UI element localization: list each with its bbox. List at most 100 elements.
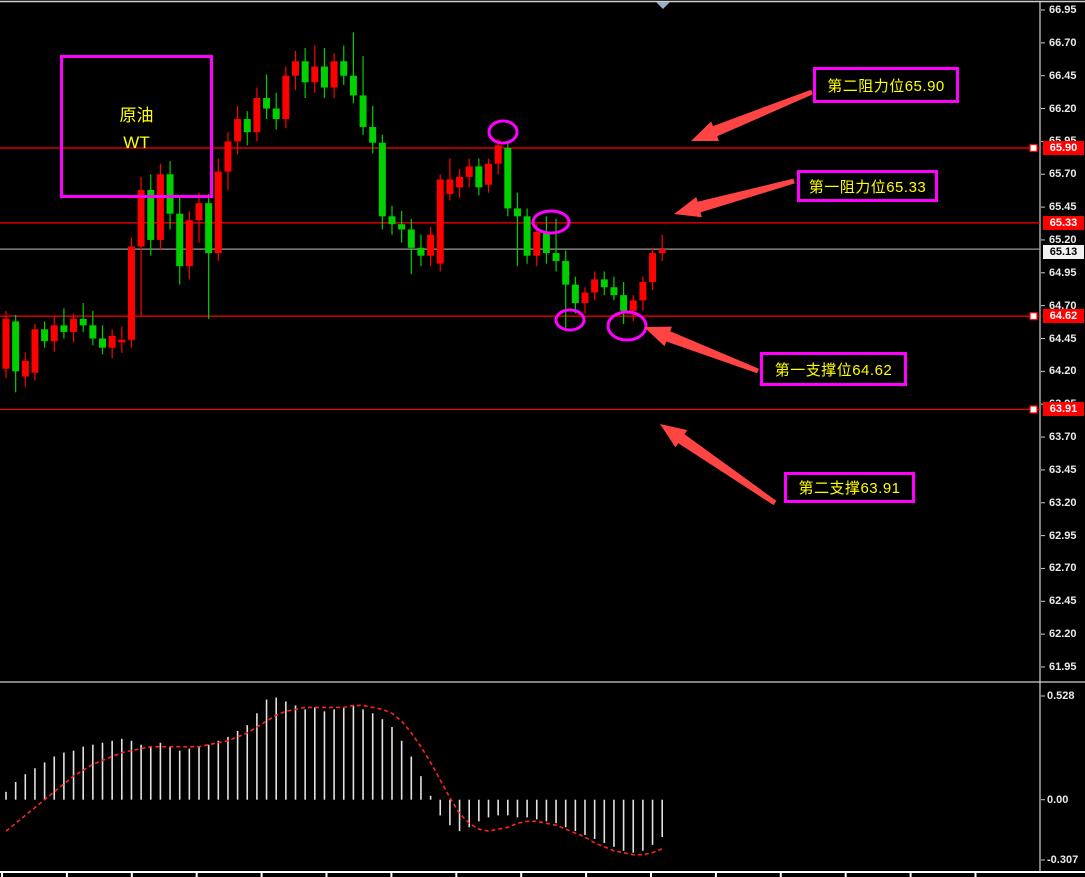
candle-body: [224, 141, 232, 172]
candle-body: [292, 61, 299, 76]
candle-body: [620, 295, 628, 311]
highlight-ellipse[interactable]: [554, 308, 586, 332]
price-tick-label: 65.20: [1049, 233, 1077, 246]
candle-body: [282, 75, 290, 120]
candle-body: [562, 260, 570, 285]
candle-body: [571, 284, 579, 304]
candle-body: [417, 247, 425, 256]
price-tick-label: 62.95: [1049, 529, 1077, 542]
candle-body: [108, 335, 116, 348]
candle-body: [359, 95, 367, 127]
candle-body: [2, 318, 10, 369]
candle-body: [99, 338, 106, 348]
candle-body: [639, 281, 647, 301]
price-tick-label: 64.45: [1049, 332, 1077, 345]
highlight-ellipse[interactable]: [606, 310, 648, 342]
price-tick-label: 63.70: [1049, 431, 1077, 444]
level-line-handle[interactable]: [1029, 312, 1038, 321]
price-tick-label: 66.95: [1049, 4, 1077, 16]
price-tick-label: 66.20: [1049, 102, 1077, 115]
macd-signal-line: [5, 704, 663, 856]
price-tick-label: 65.45: [1049, 201, 1077, 214]
callout-resistance-2[interactable]: 第二阻力位65.90: [813, 67, 959, 103]
candle-body: [369, 126, 377, 143]
candle-body: [475, 166, 483, 188]
candle-body: [31, 329, 39, 373]
price-tick-label: 61.95: [1049, 661, 1077, 673]
candle-body: [214, 171, 222, 254]
level-line-handle[interactable]: [1029, 143, 1038, 153]
highlight-ellipse[interactable]: [531, 209, 571, 235]
candle-body: [21, 360, 29, 377]
price-tick-label: 64.20: [1049, 365, 1077, 378]
symbol-annotation-box[interactable]: 原油 WT: [60, 55, 213, 198]
annotation-arrow-sup2[interactable]: [660, 424, 777, 506]
callout-resistance-1[interactable]: 第一阻力位65.33: [797, 170, 938, 202]
indicator-tick-label: 0.00: [1047, 793, 1069, 806]
candle-body: [137, 190, 145, 247]
annotation-arrow-res1[interactable]: [674, 178, 795, 218]
callout-resistance-1-label: 第一阻力位65.33: [808, 178, 927, 196]
annotation-arrow-sup1[interactable]: [644, 326, 759, 374]
candle-body: [156, 174, 164, 240]
candle-body: [263, 98, 271, 109]
candle-body: [378, 142, 386, 217]
price-tick-label: 64.70: [1049, 299, 1077, 312]
candle-body: [581, 292, 589, 304]
callout-resistance-2-label: 第二阻力位65.90: [827, 77, 945, 95]
callout-support-1[interactable]: 第一支撑位64.62: [760, 352, 907, 386]
current-bar-marker-triangle: [656, 2, 670, 9]
annotation-arrow-res2[interactable]: [691, 89, 813, 141]
candle-body: [349, 75, 357, 96]
candle-body: [176, 213, 184, 267]
candle-body: [456, 176, 464, 188]
candle-body: [60, 325, 68, 332]
candle-body: [388, 216, 396, 225]
candle-body: [427, 234, 435, 256]
candle-body: [41, 329, 49, 342]
indicator-tick-label: 0.528: [1047, 690, 1075, 702]
current-price-axis-flag: 65.13: [1043, 245, 1084, 260]
candle-body: [658, 249, 666, 254]
symbol-name: 原油: [119, 105, 154, 125]
candle-body: [12, 321, 20, 372]
candle-body: [591, 279, 599, 293]
candle-body: [552, 253, 560, 261]
candle-body: [243, 119, 251, 133]
candle-body: [70, 318, 78, 332]
candle-body: [166, 174, 174, 214]
callout-support-2[interactable]: 第二支撑63.91: [784, 472, 915, 503]
price-tick-label: 65.70: [1049, 168, 1077, 181]
level-axis-flag-resistance-1: 65.33: [1043, 215, 1084, 230]
candle-body: [311, 66, 319, 83]
candle-body: [195, 203, 203, 221]
indicator-tick-label: -0.307: [1047, 854, 1079, 866]
candle-body: [89, 325, 97, 339]
candle-body: [465, 166, 473, 177]
candle-body: [79, 318, 87, 326]
candle-body: [147, 190, 155, 240]
level-axis-flag-support-2: 63.91: [1043, 402, 1084, 417]
candle-body: [446, 179, 454, 194]
candle-body: [542, 232, 550, 254]
candle-body: [272, 108, 280, 120]
callout-support-1-label: 第一支撑位64.62: [774, 361, 893, 379]
candle-body: [253, 98, 261, 133]
candle-body: [629, 300, 637, 311]
highlight-ellipse[interactable]: [487, 119, 519, 145]
price-tick-label: 66.70: [1049, 36, 1077, 49]
candle-body: [494, 145, 502, 164]
candle-body: [610, 287, 618, 296]
price-tick-label: 62.45: [1049, 595, 1077, 608]
level-line-handle[interactable]: [1029, 405, 1038, 414]
level-axis-flag-support-1: 64.62: [1043, 309, 1084, 324]
candle-body: [504, 147, 512, 209]
candle-body: [185, 220, 193, 267]
symbol-code: WT: [123, 132, 150, 152]
candle-body: [118, 339, 126, 343]
candle-body: [436, 179, 444, 264]
candle-body: [330, 61, 338, 88]
price-tick-label: 62.70: [1049, 562, 1077, 575]
